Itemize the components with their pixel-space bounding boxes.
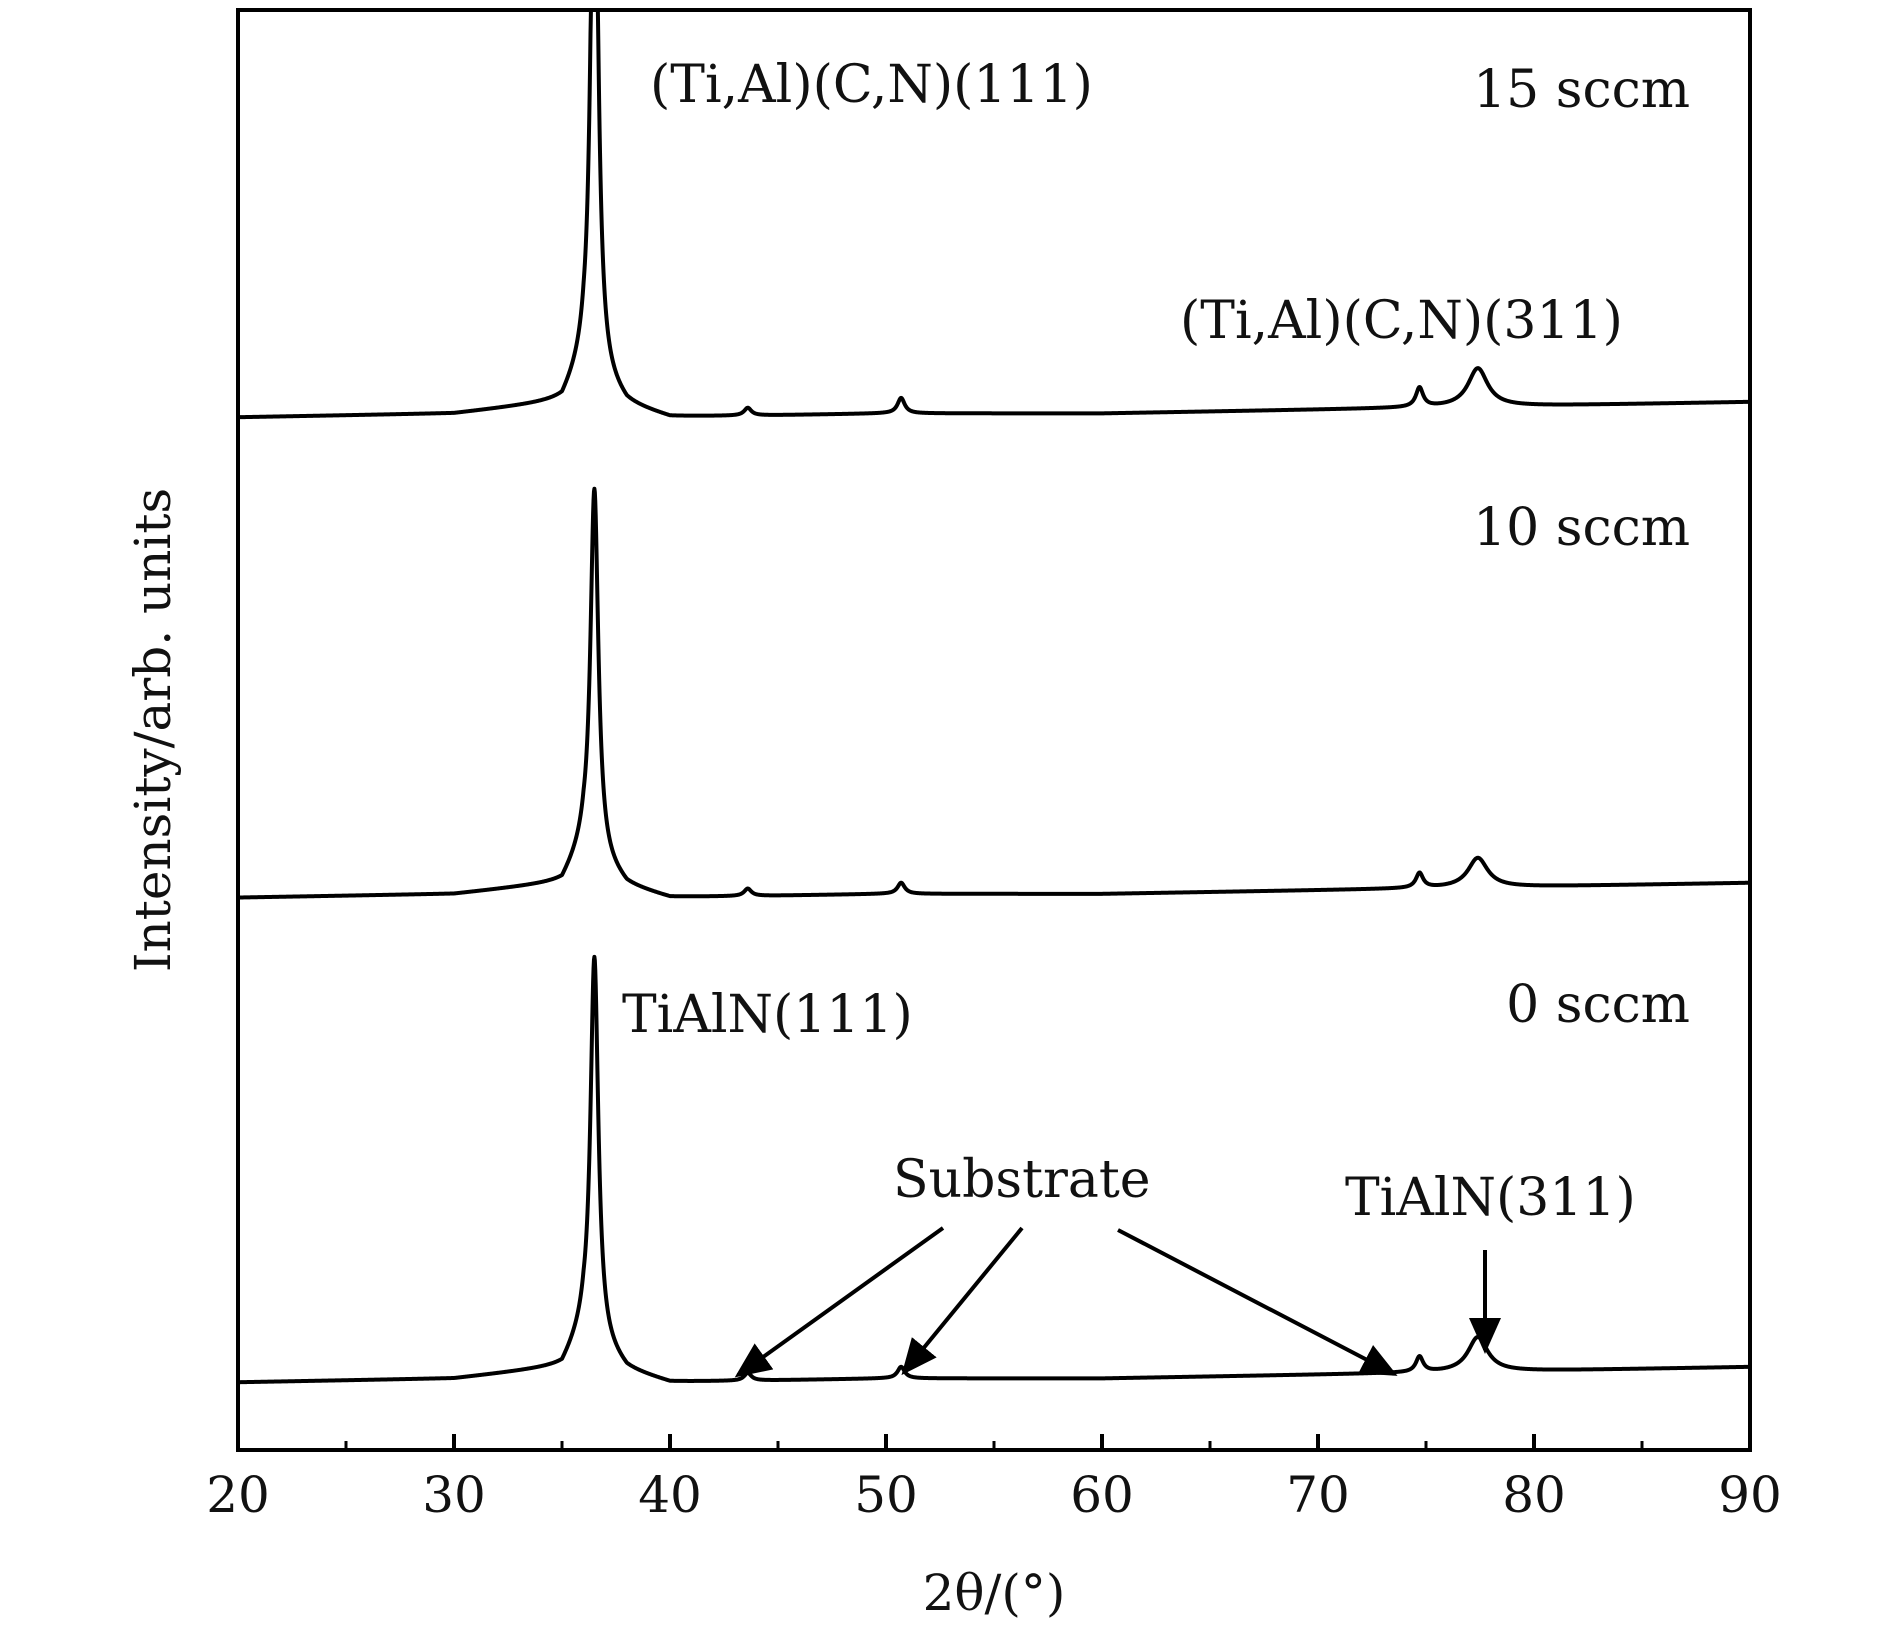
- series-label-15-sccm: 15 sccm: [1473, 60, 1690, 120]
- x-tick-label: 80: [1502, 1466, 1566, 1524]
- x-tick-label: 60: [1070, 1466, 1134, 1524]
- x-tick-label: 50: [854, 1466, 918, 1524]
- x-tick-label: 30: [422, 1466, 486, 1524]
- series-line-0-sccm: [236, 954, 1752, 1385]
- series-label-0-sccm: 0 sccm: [1506, 975, 1690, 1035]
- x-tick-label: 40: [638, 1466, 702, 1524]
- series-line-10-sccm: [236, 486, 1752, 900]
- annotation-peak-311-top: (Ti,Al)(C,N)(311): [1180, 291, 1623, 351]
- substrate-arrow-2: [901, 1226, 1024, 1376]
- annotation-substrate: Substrate: [893, 1150, 1151, 1210]
- x-ticks: 20 30 40 50 60 70 80 90: [206, 1434, 1782, 1524]
- y-axis-label: Intensity/arb. units: [124, 488, 182, 972]
- x-tick-label: 20: [206, 1466, 270, 1524]
- series-label-10-sccm: 10 sccm: [1473, 498, 1690, 558]
- substrate-arrow-3: [1117, 1228, 1398, 1376]
- series-line-15-sccm: [236, 8, 1752, 420]
- annotation-peak-311-bottom: TiAlN(311): [1345, 1168, 1636, 1228]
- annotation-peak-111-top: (Ti,Al)(C,N)(111): [650, 55, 1093, 115]
- annotation-peak-111-bottom: TiAlN(111): [622, 985, 913, 1045]
- x-tick-label: 70: [1286, 1466, 1350, 1524]
- x-axis-label: 2θ/(°): [923, 1564, 1066, 1622]
- series-layer: [236, 8, 1752, 1385]
- x-tick-label: 90: [1718, 1466, 1782, 1524]
- substrate-arrow-1: [734, 1226, 945, 1378]
